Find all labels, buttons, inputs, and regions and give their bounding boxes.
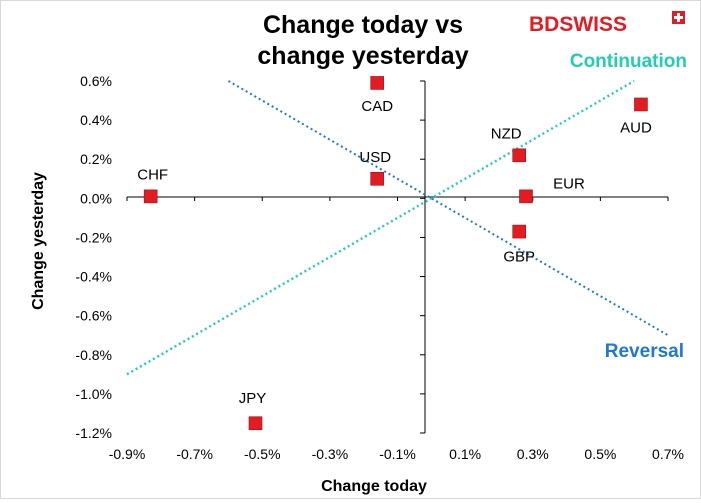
- y-tick-label: 0.6%: [80, 73, 112, 89]
- point-label-jpy: JPY: [239, 390, 267, 407]
- y-tick-label: -1.0%: [75, 386, 112, 402]
- chart-title-line-2: change yesterday: [257, 42, 468, 70]
- point-label-aud: AUD: [620, 119, 652, 136]
- x-tick-label: -0.1%: [379, 446, 416, 462]
- x-axis-label: Change today: [321, 478, 427, 495]
- swiss-cross-icon: [672, 11, 685, 24]
- point-label-gbp: GBP: [503, 249, 535, 266]
- y-tick-label: 0.4%: [80, 112, 112, 128]
- x-tick-label: -0.5%: [244, 446, 281, 462]
- point-marker-chf: [143, 189, 158, 204]
- point-marker-aud: [634, 97, 648, 112]
- x-tick-label: 0.5%: [584, 446, 616, 462]
- point-label-chf: CHF: [137, 166, 168, 183]
- y-tick-label: -0.8%: [75, 347, 112, 363]
- bdswiss-logo: BDSWISS: [529, 11, 685, 36]
- y-axis-label: Change yesterday: [30, 172, 47, 310]
- y-tick-label: -1.2%: [75, 425, 112, 441]
- x-tick-label: -0.3%: [312, 446, 349, 462]
- y-tick-label: 0.0%: [80, 190, 112, 206]
- point-marker-cad: [370, 76, 385, 90]
- logo-text: BDSWISS: [529, 13, 627, 36]
- continuation-annotation: Continuation: [570, 51, 687, 72]
- x-tick-label: 0.1%: [449, 446, 481, 462]
- x-tick-label: 0.7%: [652, 446, 684, 462]
- x-tick-label: -0.9%: [109, 446, 146, 462]
- point-marker-usd: [370, 171, 385, 186]
- y-tick-label: 0.2%: [80, 151, 112, 167]
- x-tick-label: -0.7%: [176, 446, 213, 462]
- chart-title-line-1: Change today vs: [263, 11, 463, 39]
- point-label-cad: CAD: [361, 98, 393, 115]
- point-label-nzd: NZD: [491, 125, 522, 142]
- y-tick-label: -0.4%: [75, 269, 112, 285]
- point-label-usd: USD: [359, 149, 391, 166]
- point-label-eur: EUR: [553, 175, 585, 192]
- point-marker-nzd: [512, 148, 527, 163]
- reversal-line: [227, 80, 669, 337]
- y-tick-label: -0.2%: [75, 229, 112, 245]
- x-tick-label: 0.3%: [517, 446, 549, 462]
- reversal-annotation: Reversal: [605, 341, 684, 362]
- y-tick-label: -0.6%: [75, 308, 112, 324]
- point-marker-eur: [519, 189, 533, 204]
- continuation-line: [126, 79, 635, 376]
- point-marker-jpy: [248, 416, 263, 431]
- point-marker-gbp: [512, 224, 527, 239]
